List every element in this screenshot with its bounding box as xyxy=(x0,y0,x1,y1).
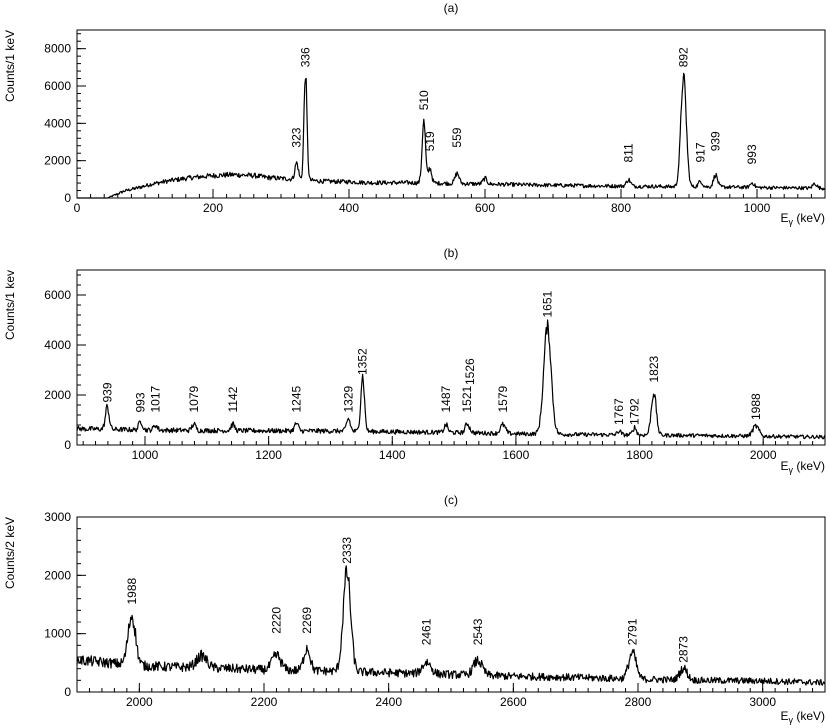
y-tick-label: 0 xyxy=(64,685,71,699)
peak-label: 2333 xyxy=(340,537,354,564)
peak-label: 1579 xyxy=(496,385,510,412)
peak-label: 2220 xyxy=(270,607,284,634)
peak-label: 336 xyxy=(299,47,313,67)
panel-3: (c) 2000 2200 2400 2600 2800 3000 0 1000 2000 3000… xyxy=(3,493,826,725)
peak-label: 2269 xyxy=(300,607,314,634)
peak-label: 939 xyxy=(709,131,723,151)
peak-label: 1079 xyxy=(187,385,201,412)
peak-label: 993 xyxy=(745,144,759,164)
y-tick-label: 6000 xyxy=(44,288,71,302)
peak-label: 2791 xyxy=(625,618,639,645)
x-axis-label: Eγ (keV) xyxy=(780,459,825,475)
x-tick-label: 2200 xyxy=(251,695,278,709)
x-tick-label: 2000 xyxy=(750,448,777,462)
y-tick-label: 2000 xyxy=(44,568,71,582)
peak-label: 1142 xyxy=(226,386,240,412)
x-tick-label: 1600 xyxy=(503,448,530,462)
x-tick-label: 2800 xyxy=(625,695,652,709)
x-axis-label: Eγ (keV) xyxy=(780,709,825,725)
x-tick-label: 200 xyxy=(203,201,223,215)
peak-label: 1792 xyxy=(628,398,642,425)
x-tick-label: 400 xyxy=(339,201,359,215)
x-tick-label: 1000 xyxy=(744,201,771,215)
spectrum-trace xyxy=(76,319,826,440)
x-axis-label: Eγ (keV) xyxy=(780,211,825,227)
peak-label: 519 xyxy=(423,131,437,151)
y-tick-label: 6000 xyxy=(44,79,71,93)
peak-label: 2543 xyxy=(471,618,485,645)
panel-title: (a) xyxy=(444,1,459,15)
y-tick-label: 0 xyxy=(64,438,71,452)
x-tick-label: 2400 xyxy=(375,695,402,709)
peak-label: 1352 xyxy=(356,348,370,375)
peak-label: 1767 xyxy=(612,398,626,425)
panel-1: (a) 0 200 400 600 800 1000 0 2000 4000 6000 8000 Eγ … xyxy=(3,1,826,227)
peak-label: 1245 xyxy=(290,385,304,412)
peak-label: 811 xyxy=(622,143,636,162)
y-tick-label: 3000 xyxy=(44,510,71,524)
peak-label: 1521 xyxy=(460,385,474,412)
x-tick-label: 2600 xyxy=(500,695,527,709)
x-tick-label: 2000 xyxy=(126,695,153,709)
peak-label: 1988 xyxy=(749,393,763,420)
spectrum-trace xyxy=(76,565,826,686)
peak-label: 2873 xyxy=(677,636,691,663)
y-tick-label: 2000 xyxy=(44,154,71,168)
y-tick-label: 2000 xyxy=(44,388,71,402)
y-tick-label: 4000 xyxy=(44,338,71,352)
x-tick-label: 600 xyxy=(475,201,495,215)
peak-label: 993 xyxy=(134,392,148,412)
x-tick-label: 1800 xyxy=(626,448,653,462)
peak-label: 1823 xyxy=(647,355,661,382)
peak-label: 559 xyxy=(450,127,464,147)
x-tick-label: 1400 xyxy=(379,448,406,462)
peak-label: 1526 xyxy=(463,358,477,385)
peak-label: 1329 xyxy=(341,385,355,412)
panel-2: (b) 1000 1200 1400 1600 1800 2000 0 2000 4000 6000… xyxy=(3,246,826,475)
plot-frame xyxy=(76,29,826,199)
x-tick-label: 0 xyxy=(74,201,81,215)
x-tick-label: 1200 xyxy=(255,448,282,462)
peak-label: 323 xyxy=(290,127,304,147)
x-tick-label: 1000 xyxy=(132,448,159,462)
peak-label: 1487 xyxy=(439,385,453,412)
panel-title: (c) xyxy=(444,493,458,507)
peak-label: 1988 xyxy=(125,577,139,604)
peak-label: 510 xyxy=(417,90,431,110)
peak-label: 939 xyxy=(100,382,114,402)
peak-label: 892 xyxy=(677,47,691,67)
y-axis-label: Counts/2 keV xyxy=(3,517,17,589)
y-tick-label: 0 xyxy=(64,191,71,205)
panel-title: (b) xyxy=(444,246,459,260)
spectrum-trace xyxy=(77,72,826,199)
peak-label: 2461 xyxy=(420,618,434,645)
peak-label: 1651 xyxy=(540,290,554,317)
y-tick-label: 4000 xyxy=(44,116,71,130)
peak-label: 917 xyxy=(694,142,708,162)
x-tick-label: 800 xyxy=(611,201,631,215)
y-axis-label: Counts/1 keV xyxy=(3,30,17,102)
y-axis-label: Counts/1 kev xyxy=(3,270,17,340)
y-tick-label: 8000 xyxy=(44,42,71,56)
x-tick-label: 3000 xyxy=(749,695,776,709)
peak-label: 1017 xyxy=(149,385,163,412)
plot-frame xyxy=(76,269,826,446)
y-tick-label: 1000 xyxy=(44,627,71,641)
